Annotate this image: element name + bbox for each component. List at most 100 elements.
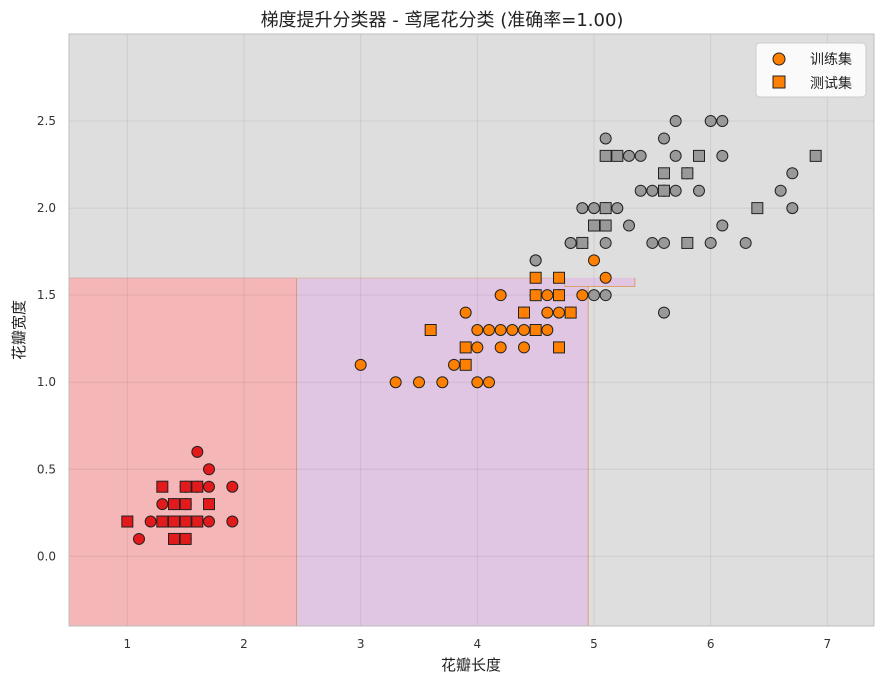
test-point-setosa (179, 532, 192, 545)
test-point-virginica (681, 167, 694, 180)
test-point-versicolor (529, 271, 542, 284)
legend: 训练集 测试集 (755, 42, 867, 98)
legend-marker-train (772, 52, 786, 66)
train-point-virginica (623, 219, 635, 232)
x-tick-label: 7 (824, 637, 832, 651)
train-point-versicolor (448, 358, 460, 371)
train-point-versicolor (483, 324, 495, 336)
test-point-setosa (168, 532, 180, 545)
y-tick-label: 0.0 (37, 549, 56, 563)
test-point-versicolor (564, 306, 577, 319)
train-point-versicolor (518, 341, 530, 354)
train-point-versicolor (354, 358, 367, 371)
train-point-versicolor (471, 376, 484, 389)
train-point-versicolor (588, 254, 600, 267)
plot-frame (68, 33, 875, 627)
train-point-virginica (599, 132, 612, 145)
test-point-setosa (179, 498, 192, 511)
train-point-versicolor (494, 324, 507, 336)
train-point-virginica (716, 149, 729, 162)
train-point-virginica (658, 306, 670, 319)
x-tick-label: 2 (240, 637, 248, 651)
train-point-setosa (226, 480, 239, 493)
train-point-versicolor (541, 306, 554, 319)
test-point-setosa (168, 515, 180, 528)
train-point-virginica (564, 236, 577, 249)
test-point-setosa (203, 498, 215, 511)
test-point-versicolor (553, 341, 565, 354)
train-point-setosa (144, 515, 157, 528)
train-point-virginica (634, 149, 647, 162)
train-point-versicolor (459, 306, 472, 319)
test-point-setosa (191, 480, 204, 493)
train-point-virginica (634, 184, 647, 197)
test-point-virginica (658, 184, 670, 197)
train-point-versicolor (483, 376, 495, 389)
test-point-versicolor (553, 289, 565, 302)
x-tick-label: 5 (590, 637, 598, 651)
legend-label-test: 测试集 (810, 75, 852, 92)
test-point-versicolor (424, 324, 437, 336)
legend-marker-test (772, 75, 786, 89)
train-point-virginica (786, 167, 799, 180)
train-point-versicolor (413, 376, 425, 389)
x-tick-label: 1 (124, 637, 132, 651)
train-point-virginica (576, 202, 589, 215)
train-point-versicolor (599, 271, 612, 284)
train-point-versicolor (576, 289, 589, 302)
train-point-versicolor (389, 376, 402, 389)
train-point-virginica (669, 115, 682, 128)
test-point-virginica (599, 149, 612, 162)
y-axis-label: 花瓣宽度 (10, 300, 28, 360)
x-tick-label: 6 (707, 637, 715, 651)
train-point-virginica (599, 289, 612, 302)
x-axis-ticks: 1 2 3 4 5 6 7 (124, 637, 832, 651)
train-point-setosa (203, 515, 215, 528)
train-point-virginica (529, 254, 542, 267)
x-tick-label: 4 (474, 637, 482, 651)
train-point-virginica (599, 236, 612, 249)
train-point-setosa (226, 515, 239, 528)
test-point-virginica (599, 202, 612, 215)
test-point-versicolor (529, 289, 542, 302)
region-setosa-0 (68, 277, 297, 627)
x-axis-label: 花瓣长度 (441, 656, 501, 674)
test-point-setosa (179, 515, 192, 528)
train-point-virginica (658, 132, 670, 145)
train-point-versicolor (518, 324, 530, 336)
y-axis-ticks: 0.0 0.5 1.0 1.5 2.0 2.5 (37, 114, 56, 563)
test-point-setosa (156, 515, 169, 528)
data-points (121, 115, 822, 545)
train-point-virginica (669, 149, 682, 162)
test-point-virginica (588, 219, 600, 232)
train-point-versicolor (436, 376, 449, 389)
test-point-versicolor (529, 324, 542, 336)
train-point-versicolor (553, 306, 565, 319)
test-point-versicolor (518, 306, 530, 319)
y-tick-label: 1.0 (37, 375, 56, 389)
train-point-virginica (704, 115, 717, 128)
plot-border (68, 33, 875, 627)
y-tick-label: 1.5 (37, 288, 56, 302)
train-point-versicolor (494, 289, 507, 302)
train-point-versicolor (541, 289, 554, 302)
train-point-setosa (203, 463, 215, 476)
train-point-virginica (693, 184, 705, 197)
train-point-setosa (191, 445, 204, 458)
test-point-versicolor (459, 358, 472, 371)
test-point-setosa (168, 498, 180, 511)
test-point-versicolor (553, 271, 565, 284)
test-point-virginica (693, 149, 705, 162)
train-point-setosa (133, 532, 145, 545)
train-point-virginica (658, 236, 670, 249)
train-point-virginica (716, 115, 729, 128)
region-virginica-3 (69, 34, 874, 278)
train-point-virginica (588, 202, 600, 215)
test-point-setosa (191, 515, 204, 528)
test-point-setosa (121, 515, 134, 528)
y-tick-label: 0.5 (37, 462, 56, 476)
train-point-virginica (739, 236, 752, 249)
train-point-versicolor (471, 324, 484, 336)
train-point-versicolor (494, 341, 507, 354)
